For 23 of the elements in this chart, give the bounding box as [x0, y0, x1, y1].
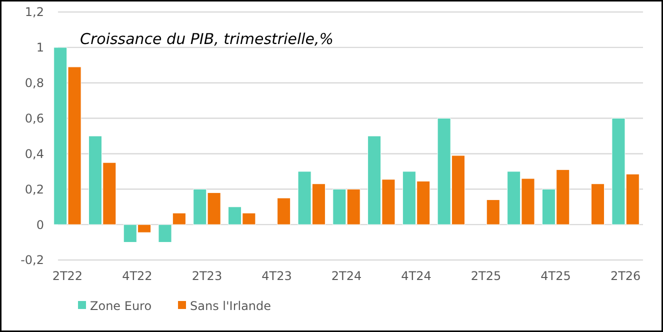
y-tick-label: 0: [36, 218, 44, 232]
x-tick-label: 2T25: [470, 269, 502, 283]
x-tick-label: 2T26: [610, 269, 641, 283]
x-tick-label: 4T24: [401, 269, 432, 283]
y-tick-label: 1: [36, 40, 44, 55]
y-tick-label: 0,4: [24, 146, 44, 161]
text: Croissance du PIB, trimestrielle,%: [80, 30, 334, 48]
x-tick-label: 2T23: [192, 269, 222, 283]
bar: [590, 184, 605, 225]
y-tick-label: -0,2: [20, 253, 44, 268]
legend-label: Sans l'Irlande: [190, 299, 272, 314]
y-tick-label: 1,2: [24, 5, 44, 20]
x-tick-label: 4T25: [540, 269, 571, 283]
y-tick-label: 0,6: [24, 111, 44, 126]
x-tick-label: 4T23: [262, 269, 292, 283]
x-tick-label: 2T22: [52, 269, 83, 283]
bar: [277, 198, 291, 225]
y-tick-label: 0,8: [24, 76, 44, 90]
bar: [486, 200, 500, 225]
y-tick-label: 0,2: [24, 182, 44, 196]
legend-label: Zone Euro: [90, 299, 152, 314]
x-tick-label: 4T22: [122, 269, 152, 283]
x-tick-label: 2T24: [331, 269, 362, 283]
